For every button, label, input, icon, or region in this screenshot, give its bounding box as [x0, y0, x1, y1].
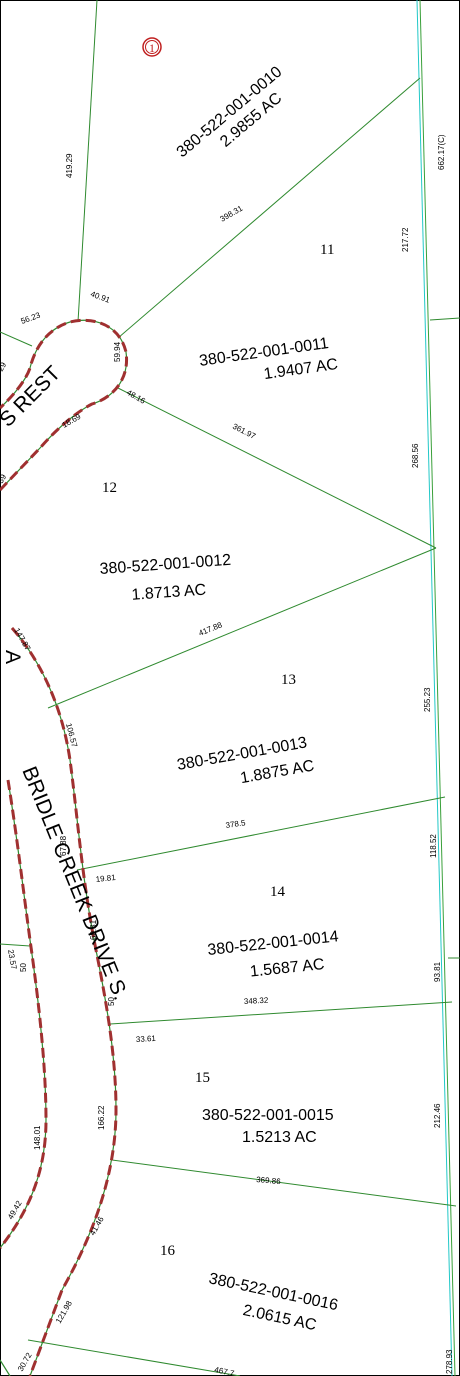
dimension-label: 148.01 — [33, 1125, 42, 1150]
dimension-label: 41.46 — [88, 1215, 106, 1237]
east-boundary-line-2 — [419, 0, 456, 1376]
parcel-acreage-11: 1.9407 AC — [263, 356, 339, 383]
dimension-label: 147.87 — [12, 627, 32, 653]
dimension-label: 67.88 — [59, 835, 68, 856]
parcel-marker: 1 — [142, 37, 162, 57]
parcel-label-11: 380-522-001-0011 1.9407 AC — [198, 335, 339, 383]
dimension-label: 18.69 — [61, 412, 83, 430]
dimension-label: 48.16 — [125, 388, 147, 406]
dimension-label: 212.46 — [433, 1103, 442, 1128]
east-boundary-line — [416, 0, 453, 1376]
lot-line-12-13 — [47, 547, 437, 709]
dimension-label: 56.23 — [20, 310, 42, 325]
lot-line-11-12 — [117, 387, 437, 549]
lot-number-11: 11 — [320, 242, 334, 258]
parcel-id-12: 380-522-001-0012 — [99, 552, 232, 578]
dimension-label: 23.57 — [6, 949, 18, 971]
road-name-partial: A — [1, 650, 24, 664]
parcel-label-10: 380-522-001-0010 2.9855 AC — [174, 63, 286, 161]
dimension-label: 19.81 — [95, 873, 116, 884]
dimension-label: 361.97 — [231, 422, 257, 441]
dimension-label: 419.29 — [65, 153, 74, 178]
dimension-label: 378.5 — [225, 818, 247, 830]
parcel-acreage-14: 1.5687 AC — [249, 956, 325, 981]
lot-number-14: 14 — [270, 884, 286, 900]
dimension-label: 39 — [0, 472, 8, 485]
parcel-label-12: 380-522-001-0012 1.8713 AC — [99, 552, 232, 604]
lot-number-16: 16 — [160, 1243, 176, 1259]
lot-number-15: 15 — [195, 1070, 210, 1086]
marker-label: 1 — [149, 41, 155, 55]
dimension-label: 278.93 — [445, 1349, 454, 1374]
dimension-label: 118.52 — [429, 834, 438, 858]
dimension-label: 33.61 — [136, 1034, 157, 1044]
dimension-label: 29 — [0, 360, 8, 373]
parcel-acreage-13: 1.8875 AC — [239, 757, 316, 787]
dimension-label: 398.31 — [219, 203, 245, 223]
dimension-label: 166.22 — [97, 1105, 106, 1130]
parcel-id-15: 380-522-001-0015 — [202, 1107, 334, 1124]
dimension-label: 59.94 — [113, 341, 122, 362]
lot-line-west — [0, 943, 31, 947]
dimension-label: 255.23 — [423, 687, 432, 712]
lot-line-15-16 — [111, 1159, 457, 1207]
parcel-label-14: 380-522-001-0014 1.5687 AC — [207, 928, 340, 981]
road-right-of-way — [0, 318, 129, 1376]
lot-line-16-south — [27, 1339, 241, 1376]
parcel-acreage-12: 1.8713 AC — [131, 582, 207, 604]
dimension-label: 467.7 — [214, 1365, 236, 1376]
dimension-label: 348.32 — [244, 996, 269, 1006]
dimension-label: 60.31 — [89, 919, 98, 940]
parcel-acreage-15: 1.5213 AC — [242, 1129, 317, 1146]
lot-number-12: 12 — [102, 480, 117, 496]
lot-line-east-a — [429, 317, 460, 321]
dimension-label: 50 — [107, 997, 116, 1006]
dimension-label: 40.91 — [89, 289, 111, 304]
dimension-label: 417.88 — [197, 620, 224, 638]
parcel-label-15: 380-522-001-0015 1.5213 AC — [202, 1107, 334, 1146]
lot-line-14-15 — [109, 1001, 453, 1025]
dimension-label: 369.86 — [256, 1175, 282, 1186]
lot-line-10-11 — [117, 77, 421, 339]
parcel-label-13: 380-522-001-0013 1.8875 AC — [176, 734, 316, 787]
lot-line-13-14 — [76, 796, 446, 871]
dimension-label: 93.81 — [433, 961, 442, 982]
lot-line-10-west — [77, 0, 98, 323]
parcel-label-16: 380-522-001-0016 2.0615 AC — [207, 1270, 339, 1334]
dimension-label: 217.72 — [401, 227, 410, 252]
total-dimension-label: 662.17(C) — [437, 134, 446, 170]
dimension-label: 50 — [19, 963, 28, 972]
dimension-label: 268.56 — [411, 443, 420, 468]
lot-number-13: 13 — [281, 672, 296, 688]
lot-line-56 — [0, 331, 33, 347]
parcel-id-14: 380-522-001-0014 — [207, 928, 340, 959]
